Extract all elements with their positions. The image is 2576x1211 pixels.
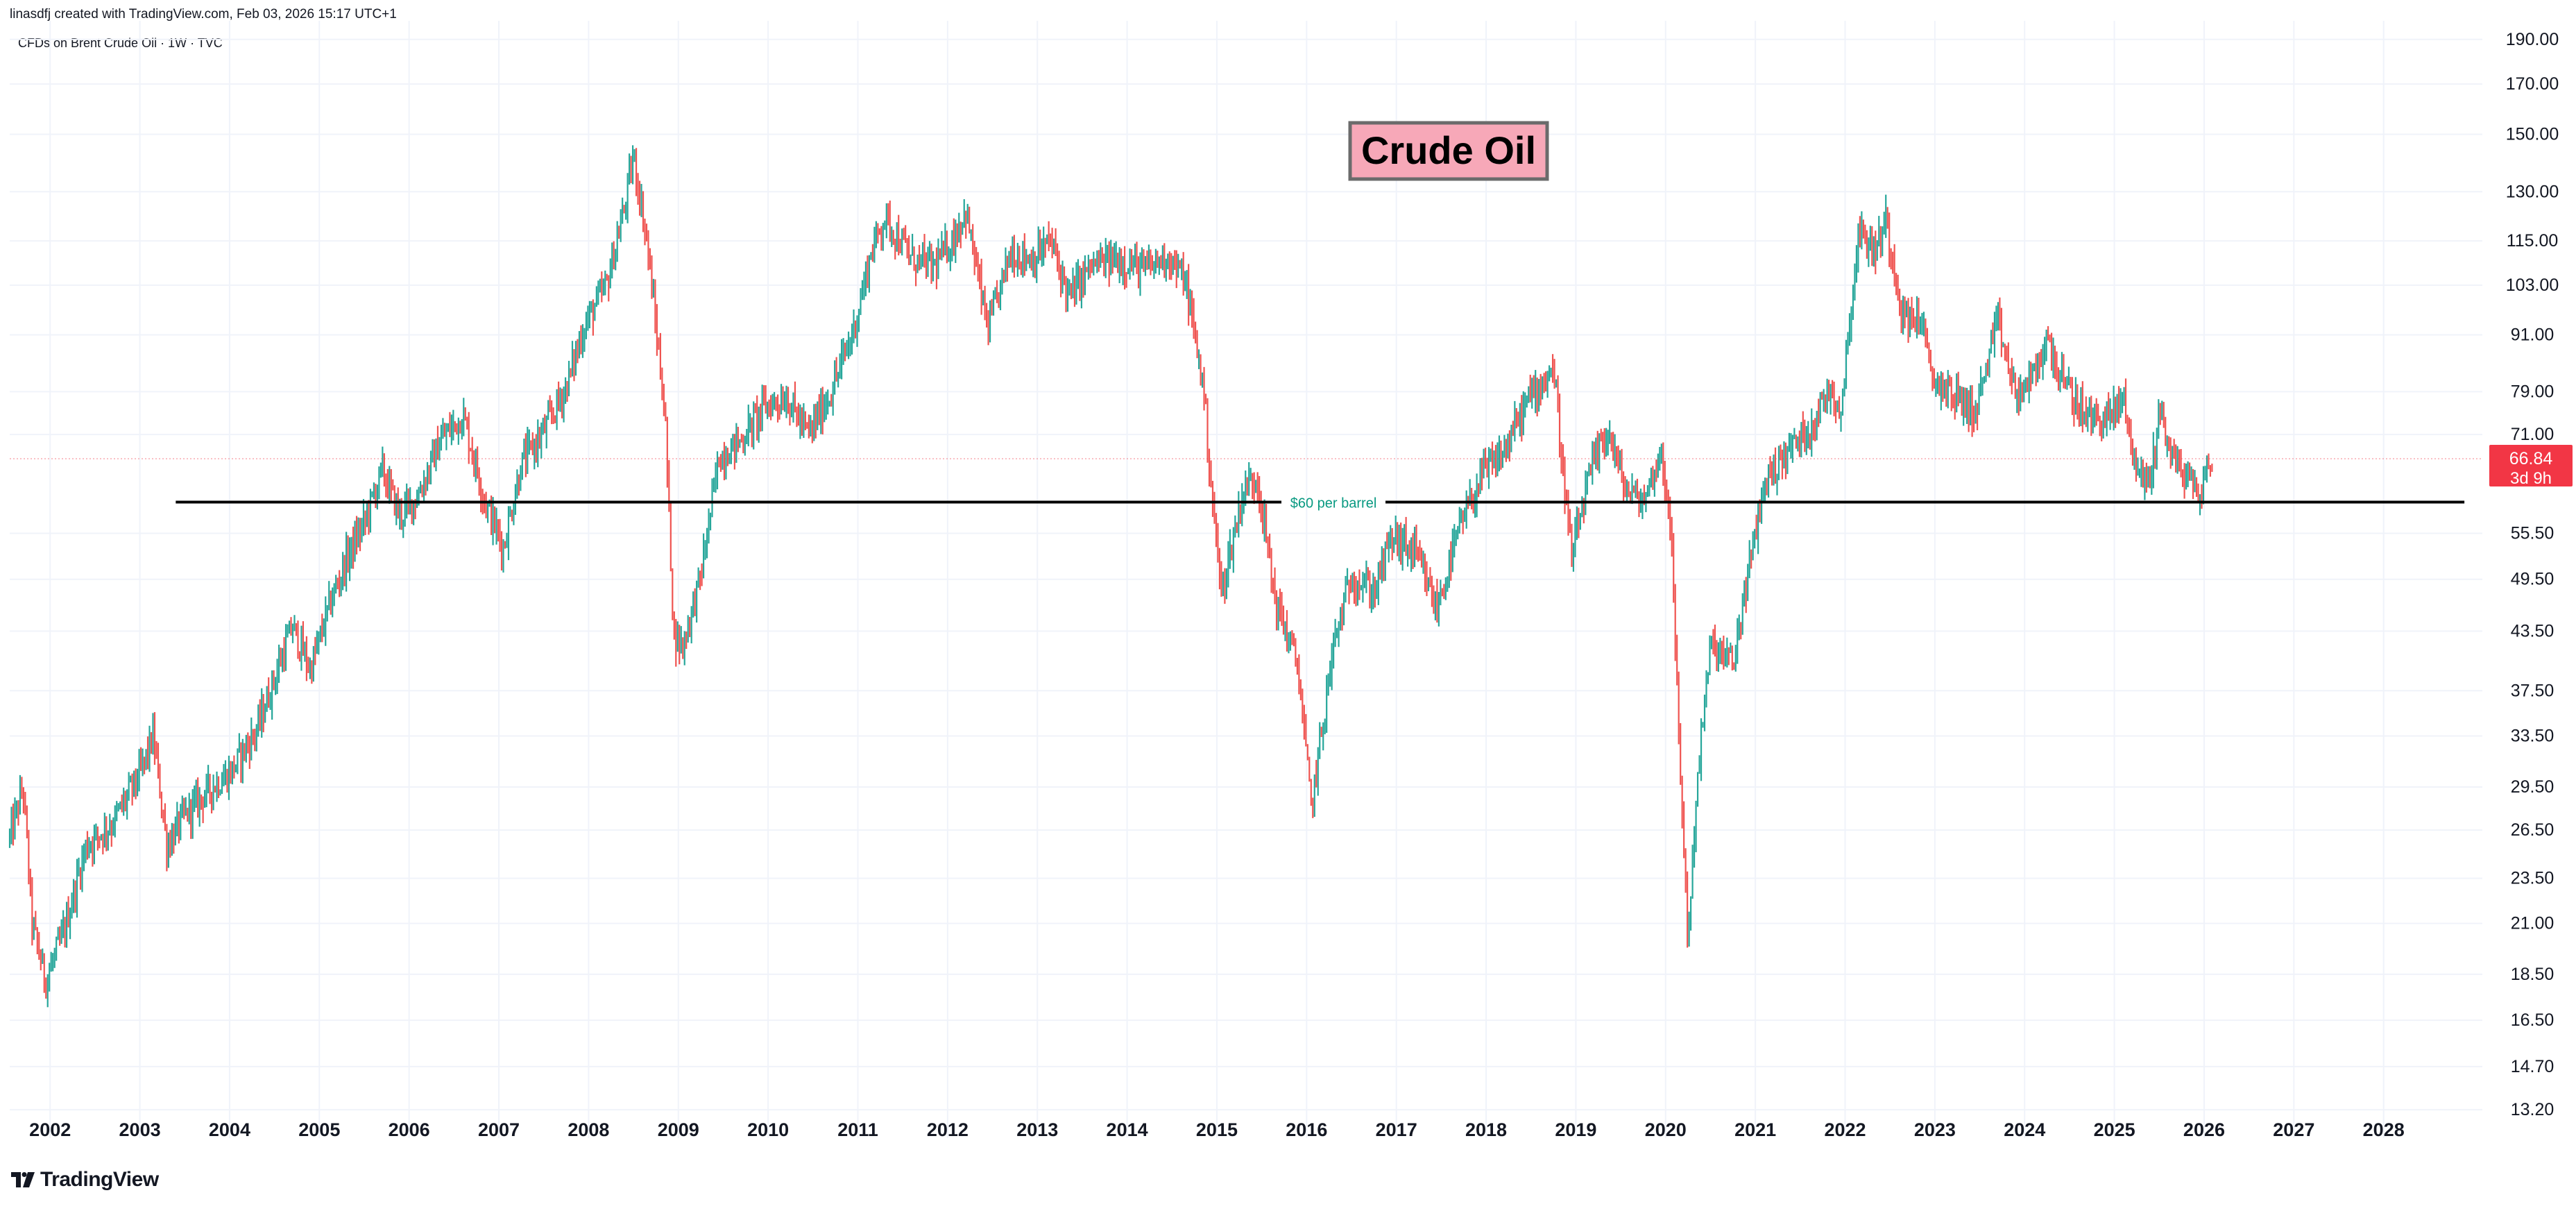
price-axis-label: 79.00 (2511, 382, 2554, 401)
time-axis-label: 2024 (2004, 1119, 2045, 1140)
price-axis-label: 130.00 (2506, 182, 2559, 201)
time-axis-label: 2014 (1107, 1119, 1148, 1140)
time-axis-label: 2026 (2183, 1119, 2225, 1140)
time-axis-label: 2012 (927, 1119, 969, 1140)
time-axis-label: 2013 (1016, 1119, 1058, 1140)
time-axis-label: 2021 (1734, 1119, 1776, 1140)
candles (8, 145, 2213, 1008)
price-axis-label: 150.00 (2506, 124, 2559, 144)
price-axis-label: 170.00 (2506, 74, 2559, 94)
tradingview-logo[interactable]: TradingView (11, 1166, 159, 1194)
time-axis-label: 2009 (658, 1119, 699, 1140)
time-axis-label: 2025 (2094, 1119, 2135, 1140)
support-line-label: $60 per barrel (1290, 496, 1377, 511)
time-axis-label: 2027 (2273, 1119, 2314, 1140)
time-axis-label: 2004 (209, 1119, 250, 1140)
price-axis-label: 33.50 (2511, 727, 2554, 746)
time-axis-label: 2017 (1376, 1119, 1417, 1140)
time-axis-label: 2019 (1555, 1119, 1596, 1140)
price-axis-label: 37.50 (2511, 681, 2554, 700)
time-axis-label: 2007 (478, 1119, 520, 1140)
time-axis-label: 2005 (298, 1119, 340, 1140)
time-axis-label: 2010 (747, 1119, 789, 1140)
time-axis-label: 2028 (2363, 1119, 2405, 1140)
price-axis-label: 103.00 (2506, 276, 2559, 295)
chart-title: Crude Oil (1361, 128, 1536, 172)
price-axis-label: 21.00 (2511, 914, 2554, 933)
time-axis-label: 2006 (389, 1119, 430, 1140)
annotations: $60 per barrel Crude Oil (10, 121, 2482, 511)
chart-title-box (1348, 121, 1549, 181)
price-axis-label: 14.70 (2511, 1057, 2554, 1076)
price-axis-label: 26.50 (2511, 820, 2554, 840)
time-axis-label: 2002 (29, 1119, 71, 1140)
time-axis-label: 2011 (837, 1119, 878, 1140)
price-axis-label: 29.50 (2511, 777, 2554, 797)
price-axis-label: 18.50 (2511, 965, 2554, 984)
time-axis-label: 2003 (119, 1119, 161, 1140)
bar-countdown: 3d 9h (2510, 469, 2552, 488)
time-axis-label: 2015 (1196, 1119, 1238, 1140)
price-axis-label: 13.20 (2511, 1100, 2554, 1119)
time-axis-label: 2022 (1824, 1119, 1866, 1140)
price-axis[interactable]: 190.00 170.00 150.00 130.00 115.00 103.00 91.0… (2489, 30, 2573, 1119)
price-axis-label: 43.50 (2511, 621, 2554, 641)
price-axis-label: 190.00 (2506, 30, 2559, 49)
grid (10, 21, 2482, 1138)
time-axis-label: 2016 (1286, 1119, 1327, 1140)
price-axis-label: 71.00 (2511, 425, 2554, 444)
author-credit: linasdfj created with TradingView.com, F… (10, 7, 397, 22)
price-axis-label: 91.00 (2511, 325, 2554, 345)
tradingview-icon (11, 1172, 35, 1187)
price-axis-label: 115.00 (2507, 231, 2559, 251)
time-axis[interactable]: 2002 2003 2004 2005 2006 2007 2008 2009 2010 2011… (29, 1119, 2405, 1140)
time-axis-label: 2023 (1914, 1119, 1956, 1140)
price-axis-label: 49.50 (2511, 570, 2554, 589)
last-price-tag (2489, 444, 2573, 486)
price-axis-label: 55.50 (2511, 524, 2554, 543)
time-axis-label: 2020 (1645, 1119, 1687, 1140)
logo-text: TradingView (40, 1168, 159, 1191)
time-axis-label: 2008 (568, 1119, 609, 1140)
last-price-value: 66.84 (2509, 449, 2553, 468)
price-axis-label: 23.50 (2511, 869, 2554, 888)
time-axis-label: 2018 (1465, 1119, 1507, 1140)
price-axis-label: 16.50 (2511, 1010, 2554, 1030)
